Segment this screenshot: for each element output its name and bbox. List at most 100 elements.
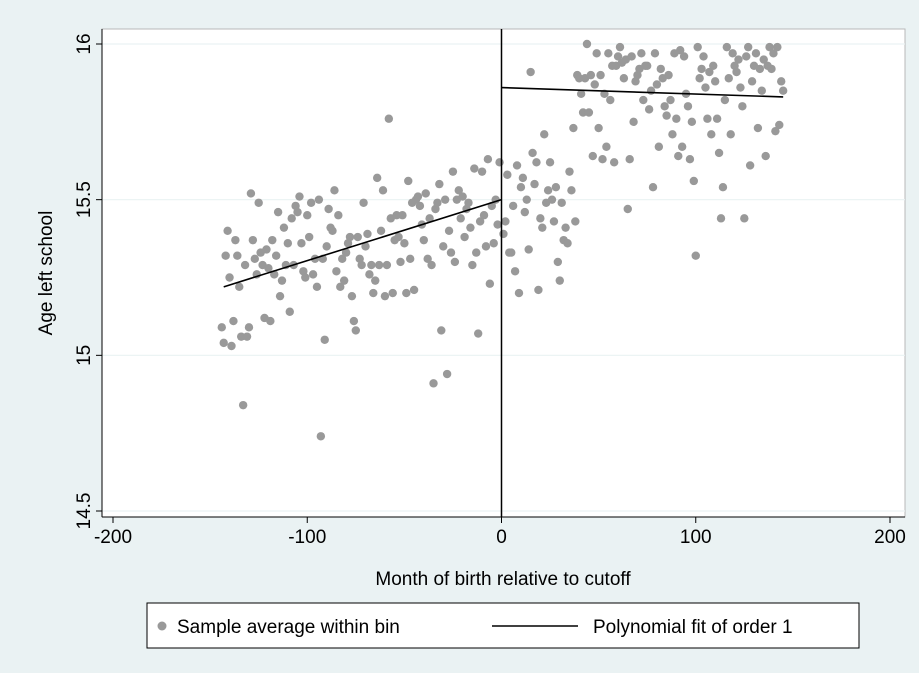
data-point [306,198,316,207]
data-point [285,307,294,316]
data-point [439,242,448,251]
data-point [392,211,401,220]
data-point [590,80,599,89]
data-point [712,114,722,123]
data-point [444,226,454,235]
data-point [639,95,648,105]
data-point [328,226,337,235]
data-point [450,257,460,267]
data-point [648,183,658,192]
data-point [279,223,289,232]
data-point [454,186,463,195]
data-point [406,254,415,264]
data-point [217,323,226,332]
fit-line-segment [223,198,502,288]
data-point [353,232,362,242]
data-point [277,276,287,285]
data-point [320,335,329,344]
data-point [440,195,450,204]
data-point [473,329,483,338]
x-tick-label: 0 [496,527,507,548]
data-point [384,114,394,123]
data-point [227,341,236,351]
data-point [520,207,530,217]
data-point [229,316,238,326]
data-point [547,195,557,204]
data-point [588,151,597,161]
y-tick-label: 16 [74,33,95,54]
data-point [308,270,318,279]
data-point [324,204,333,214]
data-point [376,226,386,235]
data-point [644,105,654,114]
data-point [312,282,322,292]
data-point [338,254,347,264]
data-point [297,239,306,248]
data-point [662,111,671,120]
data-point [615,42,625,52]
data-point [753,123,763,133]
data-point [460,232,469,242]
data-point [656,64,665,74]
data-point [448,167,458,176]
scatter-points [217,39,788,441]
data-point [707,130,716,139]
data-point [685,154,695,164]
data-point [775,120,784,130]
data-point [699,52,708,61]
data-point [627,52,636,61]
data-point [446,248,456,257]
data-point [380,291,390,301]
fit-lines [223,86,784,288]
data-point [609,158,619,167]
data-point [578,108,588,117]
data-point [266,316,275,326]
data-point [759,55,768,64]
data-point [483,154,493,164]
data-point [374,260,384,270]
data-point [225,273,234,282]
x-tick-label: 200 [874,527,906,548]
data-point [341,248,351,257]
data-point [219,338,228,348]
legend-point-marker [157,621,167,631]
data-point [740,214,749,223]
y-tick-label: 15 [74,345,95,366]
data-point [244,323,254,332]
data-point [437,326,446,335]
data-point [571,217,580,226]
data-point [501,217,510,226]
axes: 14.5 15 15.5 16 -200 -100 0 100 200 [74,29,906,548]
data-point [388,288,397,298]
data-point [728,49,737,58]
data-point [666,95,675,105]
data-point [660,102,669,111]
data-point [532,158,541,167]
data-point [231,235,240,245]
data-point [481,242,491,251]
data-point [347,291,357,301]
data-point [747,77,757,86]
data-point [369,288,378,298]
data-point [238,400,248,410]
data-point [703,114,712,123]
data-point [489,239,498,248]
data-point [330,186,339,195]
data-point [771,126,780,136]
data-point [435,179,444,189]
data-point [363,229,372,239]
data-point [540,130,549,139]
data-point [672,114,681,123]
data-point [235,282,244,292]
data-point [538,223,547,232]
data-point [543,186,553,195]
data-point [718,183,728,192]
data-point [576,89,586,99]
data-point [726,130,735,139]
data-point [555,276,564,285]
data-point [349,316,359,326]
data-point [303,211,312,220]
data-point [563,239,572,248]
data-point [250,254,260,264]
legend: Sample average within bin Polynomial fit… [146,602,860,649]
